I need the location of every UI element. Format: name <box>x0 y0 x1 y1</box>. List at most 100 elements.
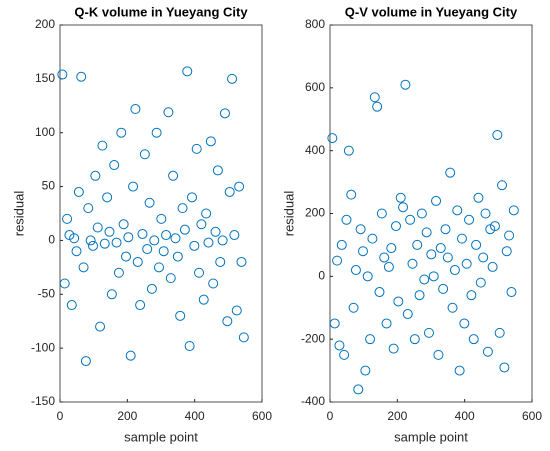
y-tick-label: 0 <box>48 233 55 247</box>
x-tick-label: 0 <box>327 409 334 423</box>
point <box>120 251 131 262</box>
point <box>336 239 347 250</box>
y-tick-label: 200 <box>35 17 55 31</box>
point <box>168 170 179 181</box>
point <box>478 252 489 263</box>
point <box>393 296 404 307</box>
point <box>398 202 409 213</box>
point <box>480 208 491 219</box>
point <box>109 160 120 171</box>
point <box>116 127 127 138</box>
point <box>367 233 378 244</box>
point <box>428 271 439 282</box>
point <box>186 192 197 203</box>
point <box>332 255 343 266</box>
point <box>468 334 479 345</box>
point <box>66 300 77 311</box>
point <box>346 189 357 200</box>
point <box>339 349 350 360</box>
y-tick-label: 200 <box>305 206 325 220</box>
point <box>374 287 385 298</box>
point <box>492 129 503 140</box>
point <box>357 246 368 257</box>
point <box>499 362 510 373</box>
chart-title: Q-V volume in Yueyang City <box>345 4 518 19</box>
point <box>123 232 134 243</box>
x-tick-label: 600 <box>252 409 272 423</box>
point <box>388 343 399 354</box>
axes-box <box>329 24 533 403</box>
point <box>452 205 463 216</box>
y-tick-label: -200 <box>301 331 325 345</box>
point <box>128 181 139 192</box>
point <box>212 165 223 176</box>
y-tick-label: -400 <box>301 394 325 408</box>
point <box>196 219 207 230</box>
point <box>327 133 338 144</box>
point <box>362 271 373 282</box>
point <box>395 192 406 203</box>
point <box>113 267 124 278</box>
point <box>222 316 233 327</box>
point <box>224 186 235 197</box>
point <box>487 261 498 272</box>
point <box>205 136 216 147</box>
point <box>381 318 392 329</box>
point <box>179 224 190 235</box>
y-tick-label: 400 <box>305 143 325 157</box>
point <box>69 233 80 244</box>
point <box>153 262 164 273</box>
point <box>350 265 361 276</box>
point <box>125 350 136 361</box>
point <box>203 237 214 248</box>
point <box>99 238 110 249</box>
point <box>471 239 482 250</box>
x-tick-label: 600 <box>522 409 542 423</box>
point <box>78 262 89 273</box>
point <box>409 334 420 345</box>
point <box>208 278 219 289</box>
point <box>454 365 465 376</box>
point <box>111 237 122 248</box>
point <box>473 192 484 203</box>
y-axis-label: residual <box>281 191 296 237</box>
x-tick-label: 400 <box>455 409 475 423</box>
point <box>215 256 226 267</box>
point <box>175 310 186 321</box>
point <box>76 71 87 82</box>
point <box>97 140 108 151</box>
point <box>201 208 212 219</box>
point <box>92 222 103 233</box>
point <box>80 356 91 367</box>
point <box>219 108 230 119</box>
x-tick-label: 200 <box>387 409 407 423</box>
point <box>369 92 380 103</box>
point <box>461 258 472 269</box>
y-tick-label: 600 <box>305 80 325 94</box>
point <box>149 235 160 246</box>
y-tick-label: 50 <box>42 179 56 193</box>
point <box>343 145 354 156</box>
y-tick-label: -50 <box>38 286 56 300</box>
point <box>407 258 418 269</box>
point <box>104 226 115 237</box>
point <box>447 302 458 313</box>
point <box>341 214 352 225</box>
point <box>158 246 169 257</box>
y-tick-label: -100 <box>31 340 55 354</box>
point <box>449 265 460 276</box>
y-tick-label: 0 <box>318 269 325 283</box>
point <box>151 127 162 138</box>
point <box>475 277 486 288</box>
point <box>227 73 238 84</box>
point <box>383 261 394 272</box>
point <box>494 327 505 338</box>
point <box>161 230 172 241</box>
point <box>142 244 153 255</box>
point <box>172 251 183 262</box>
point <box>421 227 432 238</box>
point <box>372 101 383 112</box>
point <box>508 205 519 216</box>
point <box>501 246 512 257</box>
point <box>412 239 423 250</box>
